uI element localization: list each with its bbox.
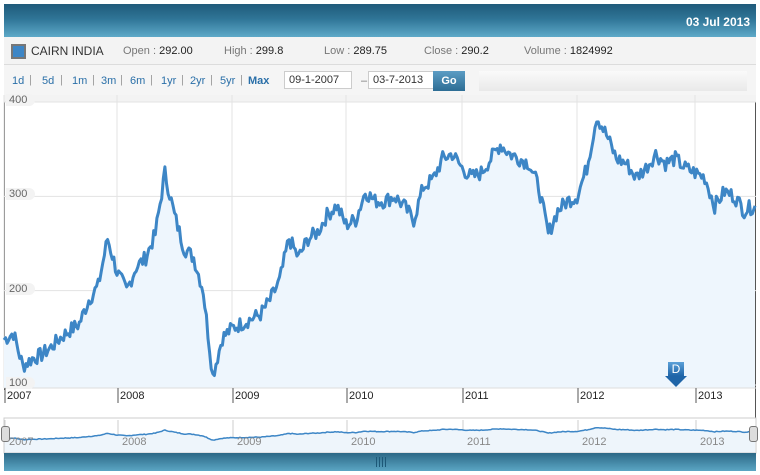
x-tick-label: 2009 (235, 390, 260, 402)
high-label: High : (224, 45, 256, 57)
header-date: 03 Jul 2013 (685, 15, 750, 29)
navigator-line (3, 426, 756, 441)
stock-name: CAIRN INDIA (31, 44, 104, 58)
divider: | (120, 74, 123, 86)
divider: | (29, 74, 32, 86)
top-strip (0, 0, 760, 4)
navigator-tick-label: 2013 (700, 436, 725, 448)
low-label: Low : (324, 45, 354, 57)
flag-label: D (668, 362, 684, 376)
range-5d-button[interactable]: 5d (42, 75, 55, 87)
navigator-area (4, 427, 755, 453)
navigator-tick-label: 2011 (467, 436, 491, 448)
price-area-fill (4, 121, 755, 389)
open-stat: Open : 292.00 (123, 45, 193, 57)
x-tick-label: 2010 (349, 390, 374, 402)
navigator-tick-label: 2008 (122, 436, 147, 448)
range-selector-row: 1d | 5d | 1m | 3m | 6m | 1yr | 2yr | 5yr… (4, 65, 756, 96)
series-color-icon[interactable] (11, 44, 26, 59)
y-tick-label: 400 (6, 94, 36, 106)
navigator-tick-label: 2010 (351, 436, 376, 448)
x-tick-label: 2007 (7, 390, 32, 402)
dividend-flag[interactable]: D (665, 362, 687, 388)
from-date-input[interactable] (284, 71, 352, 89)
divider: | (92, 74, 95, 86)
x-tick-label: 2012 (580, 390, 605, 402)
high-stat: High : 299.8 (224, 45, 283, 57)
x-tick-label: 2013 (698, 390, 723, 402)
close-value: 290.2 (461, 45, 489, 57)
to-date-input[interactable] (368, 71, 436, 89)
range-1d-button[interactable]: 1d (12, 75, 25, 87)
scrollbar-grip-icon[interactable] (376, 457, 386, 467)
range-1m-button[interactable]: 1m (72, 75, 88, 87)
date-range-dash: – (361, 75, 368, 87)
header-bar: 03 Jul 2013 (4, 4, 756, 37)
low-stat: Low : 289.75 (324, 45, 387, 57)
flag-arrow-icon (665, 376, 687, 387)
open-label: Open : (123, 45, 160, 57)
y-tick-label: 300 (6, 188, 36, 201)
low-value: 289.75 (353, 45, 388, 57)
open-value: 292.00 (159, 45, 193, 57)
stock-info-row: CAIRN INDIA Open : 292.00 High : 299.8 L… (4, 37, 756, 65)
navigator-left-handle[interactable] (1, 426, 10, 442)
y-tick-label: 200 (6, 282, 36, 295)
divider: | (60, 74, 63, 86)
range-5yr-button[interactable]: 5yr (220, 75, 236, 87)
x-tick-label: 2011 (465, 390, 489, 402)
range-3m-button[interactable]: 3m (101, 75, 117, 87)
scrollbar[interactable] (4, 453, 756, 471)
plot-right-border (755, 95, 756, 455)
divider: | (150, 74, 153, 86)
x-axis-ticks (4, 388, 697, 403)
y-tick-label: 100 (6, 377, 36, 389)
navigator-tick-label: 2009 (237, 436, 262, 448)
volume-value: 1824992 (569, 45, 613, 57)
volume-stat: Volume : 1824992 (524, 45, 613, 57)
range-max-button[interactable]: Max (248, 75, 270, 87)
go-button[interactable]: Go (433, 71, 465, 91)
price-line[interactable] (2, 120, 757, 377)
navigator-tick-label: 2007 (9, 436, 34, 448)
range-2yr-button[interactable]: 2yr (190, 75, 206, 87)
navigator-right-handle[interactable] (749, 426, 758, 442)
range-1yr-button[interactable]: 1yr (161, 75, 177, 87)
close-label: Close : (424, 45, 462, 57)
close-stat: Close : 290.2 (424, 45, 489, 57)
divider: | (210, 74, 213, 86)
high-value: 299.8 (255, 45, 284, 57)
divider: | (181, 74, 184, 86)
navigator-tick-label: 2012 (582, 436, 607, 448)
volume-label: Volume : (524, 45, 570, 57)
toolbar-blank-area (479, 71, 747, 91)
divider: | (240, 74, 243, 86)
x-tick-label: 2008 (120, 390, 145, 402)
range-6m-button[interactable]: 6m (130, 75, 146, 87)
